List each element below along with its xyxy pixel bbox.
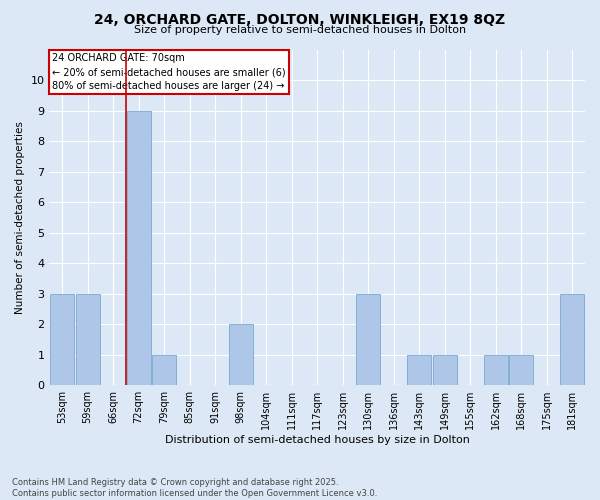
Text: 24 ORCHARD GATE: 70sqm
← 20% of semi-detached houses are smaller (6)
80% of semi: 24 ORCHARD GATE: 70sqm ← 20% of semi-det… (52, 54, 286, 92)
Bar (76, 294, 100, 385)
Text: Size of property relative to semi-detached houses in Dolton: Size of property relative to semi-detach… (134, 25, 466, 35)
Bar (229, 324, 253, 385)
Bar (484, 354, 508, 385)
Y-axis label: Number of semi-detached properties: Number of semi-detached properties (15, 121, 25, 314)
Bar (152, 354, 176, 385)
Bar (433, 354, 457, 385)
Bar (509, 354, 533, 385)
Bar (50, 294, 74, 385)
Bar (407, 354, 431, 385)
Bar (356, 294, 380, 385)
Bar (560, 294, 584, 385)
X-axis label: Distribution of semi-detached houses by size in Dolton: Distribution of semi-detached houses by … (165, 435, 470, 445)
Bar (127, 111, 151, 385)
Text: Contains HM Land Registry data © Crown copyright and database right 2025.
Contai: Contains HM Land Registry data © Crown c… (12, 478, 377, 498)
Text: 24, ORCHARD GATE, DOLTON, WINKLEIGH, EX19 8QZ: 24, ORCHARD GATE, DOLTON, WINKLEIGH, EX1… (94, 12, 506, 26)
